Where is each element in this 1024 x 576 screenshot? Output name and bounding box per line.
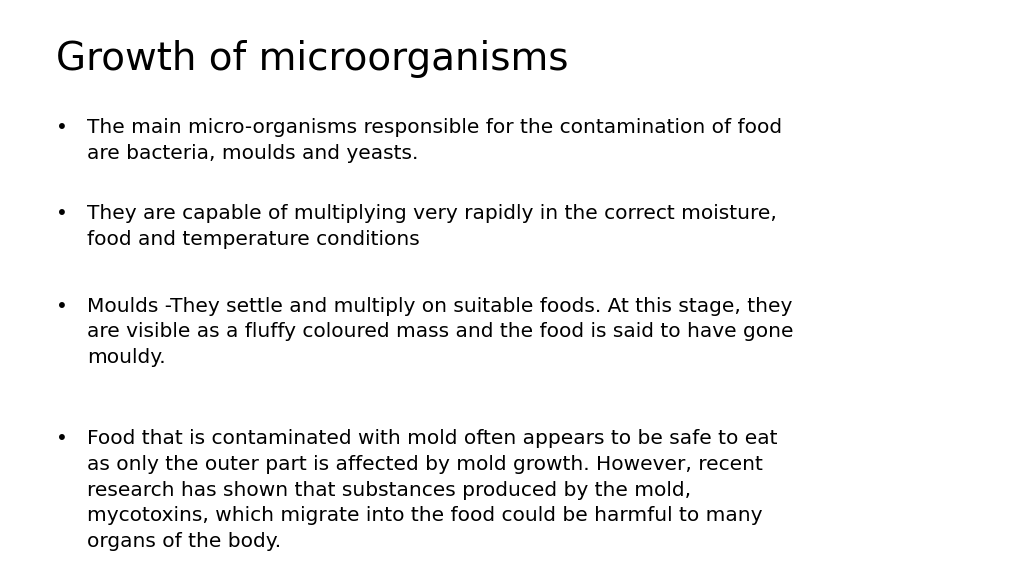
Text: •: • — [56, 118, 69, 137]
Text: Moulds -They settle and multiply on suitable foods. At this stage, they
are visi: Moulds -They settle and multiply on suit… — [87, 297, 794, 367]
Text: •: • — [56, 204, 69, 223]
Text: Growth of microorganisms: Growth of microorganisms — [56, 40, 568, 78]
Text: •: • — [56, 297, 69, 316]
Text: •: • — [56, 429, 69, 448]
Text: Food that is contaminated with mold often appears to be safe to eat
as only the : Food that is contaminated with mold ofte… — [87, 429, 777, 551]
Text: They are capable of multiplying very rapidly in the correct moisture,
food and t: They are capable of multiplying very rap… — [87, 204, 777, 249]
Text: The main micro-organisms responsible for the contamination of food
are bacteria,: The main micro-organisms responsible for… — [87, 118, 782, 163]
